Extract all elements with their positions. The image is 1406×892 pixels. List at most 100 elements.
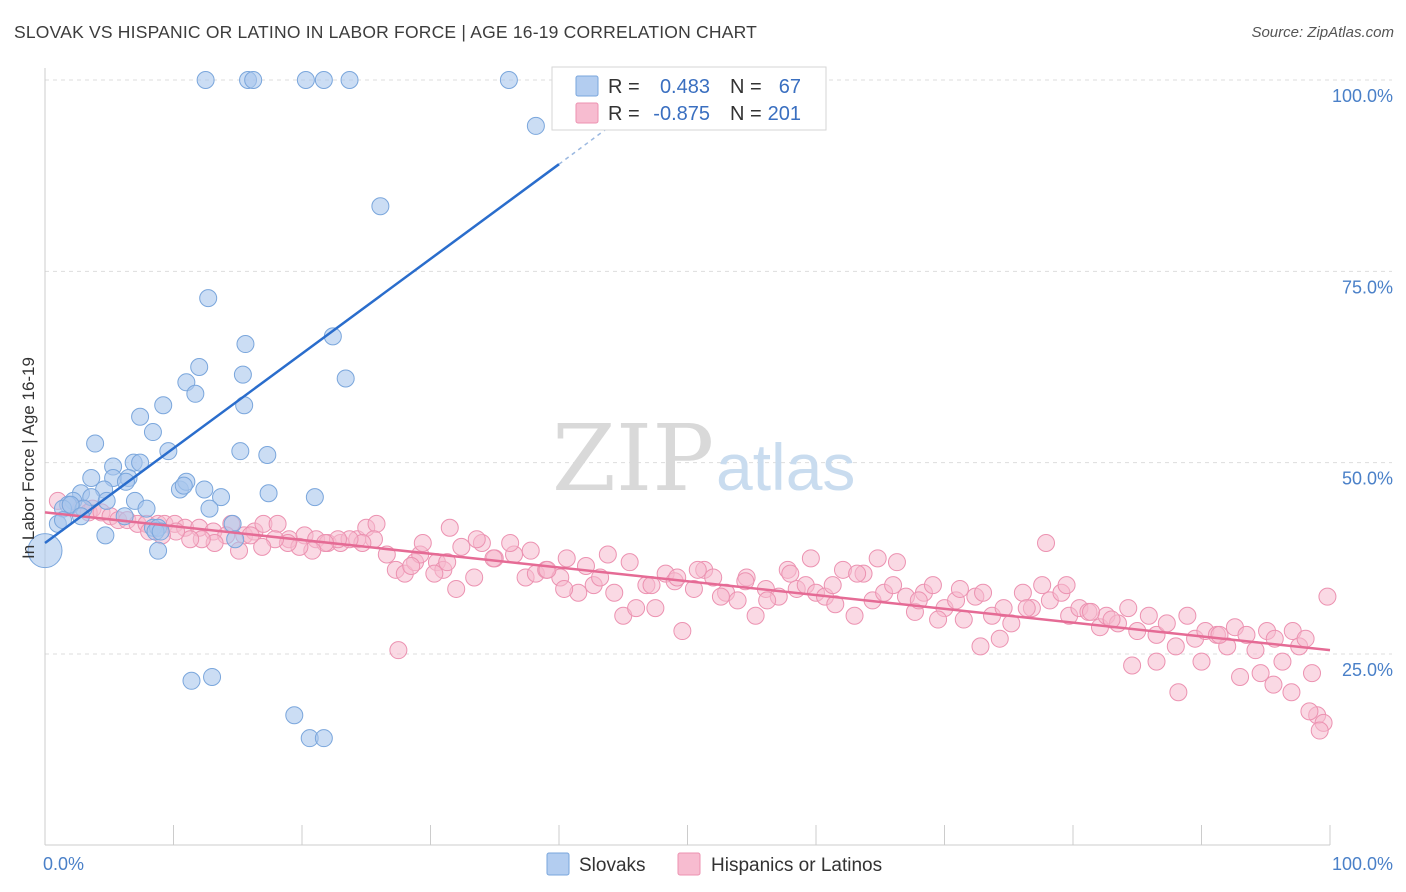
stats-n-value-slovaks: 67 xyxy=(779,76,801,98)
hispanic-point xyxy=(452,537,471,556)
legend-swatch-slovaks xyxy=(546,852,570,876)
hispanic-point xyxy=(1192,652,1211,671)
x-tick-label-0: 0.0% xyxy=(43,854,84,874)
hispanic-point xyxy=(990,629,1009,648)
hispanic-point xyxy=(971,637,990,656)
slovak-point xyxy=(182,671,201,690)
slovak-point xyxy=(131,407,150,426)
watermark-zip: ZIP xyxy=(552,405,714,512)
hispanic-point xyxy=(627,599,646,618)
slovak-point xyxy=(82,468,101,487)
stats-r-label-hispanics: R = xyxy=(608,103,640,125)
stats-swatch-hispanics xyxy=(575,102,599,124)
hispanic-point xyxy=(1169,683,1188,702)
stats-r-value-hispanics: -0.875 xyxy=(653,103,710,125)
slovak-point xyxy=(199,289,218,308)
hispanic-point xyxy=(1300,702,1319,721)
hispanic-point xyxy=(823,576,842,595)
watermark-atlas: atlas xyxy=(716,430,855,504)
hispanic-point xyxy=(598,545,617,564)
hispanic-point xyxy=(884,576,903,595)
slovak-point xyxy=(190,358,209,376)
hispanic-point xyxy=(1157,614,1176,633)
hispanic-point xyxy=(465,568,484,587)
slovak-point xyxy=(154,396,173,415)
hispanic-point xyxy=(711,587,730,606)
slovak-point xyxy=(97,491,116,510)
slovak-point xyxy=(223,514,242,533)
hispanic-point xyxy=(501,534,520,553)
hispanic-point xyxy=(1251,664,1270,683)
slovak-point xyxy=(200,499,219,518)
slovak-point xyxy=(336,369,355,388)
hispanic-point xyxy=(848,564,867,583)
hispanic-point xyxy=(1303,664,1322,683)
hispanic-point xyxy=(1282,683,1301,702)
hispanic-point xyxy=(1033,576,1052,595)
hispanic-point xyxy=(728,591,747,610)
stats-swatch-slovaks xyxy=(575,75,599,97)
hispanic-point xyxy=(668,568,687,587)
slovak-point xyxy=(61,495,80,514)
hispanic-point xyxy=(389,641,408,660)
y-tick-label-1: 50.0% xyxy=(1342,469,1393,489)
slovak-point xyxy=(151,522,170,541)
x-tick-label-1: 100.0% xyxy=(1332,854,1393,874)
x-tick-labels: 0.0% 100.0% xyxy=(43,854,1393,874)
slovak-point xyxy=(499,71,518,89)
slovak-point xyxy=(196,71,215,89)
stats-n-label-hispanics: N = xyxy=(730,103,762,125)
hispanic-point xyxy=(1037,534,1056,553)
stats-r-label-slovaks: R = xyxy=(608,76,640,98)
hispanic-point xyxy=(1273,652,1292,671)
hispanic-point xyxy=(1119,599,1138,618)
slovak-point xyxy=(285,706,304,725)
hispanic-point xyxy=(974,583,993,602)
slovak-point xyxy=(186,384,205,403)
source-label: Source: ZipAtlas.com xyxy=(1251,24,1394,41)
slovak-point xyxy=(27,533,63,569)
slovak-point xyxy=(174,476,193,495)
slovak-trend-line xyxy=(44,163,560,545)
slovak-point xyxy=(371,197,390,216)
legend-label-hispanics: Hispanics or Latinos xyxy=(711,855,882,876)
hispanic-point xyxy=(440,518,459,537)
stats-r-value-slovaks: 0.483 xyxy=(660,76,710,98)
slovak-point xyxy=(236,335,255,354)
hispanic-point xyxy=(253,537,272,556)
slovak-point xyxy=(259,484,278,503)
hispanic-point xyxy=(684,579,703,598)
hispanic-trend-line xyxy=(44,511,1331,652)
slovak-point xyxy=(231,442,250,461)
stats-n-label-slovaks: N = xyxy=(730,76,762,98)
slovak-point xyxy=(195,480,214,499)
chart-title: SLOVAK VS HISPANIC OR LATINO IN LABOR FO… xyxy=(14,22,757,42)
hispanic-point xyxy=(868,549,887,568)
hispanic-point xyxy=(467,530,486,549)
hispanic-point xyxy=(994,599,1013,618)
hispanic-point xyxy=(1296,629,1315,648)
watermark: ZIP atlas xyxy=(552,405,855,512)
y-tick-label-3: 100.0% xyxy=(1332,86,1393,106)
hispanic-point xyxy=(268,514,287,533)
hispanic-point xyxy=(620,553,639,572)
hispanic-point xyxy=(1081,602,1100,621)
slovak-point xyxy=(143,423,162,442)
hispanic-point xyxy=(801,549,820,568)
slovak-point xyxy=(258,446,277,465)
y-tick-label-0: 25.0% xyxy=(1342,660,1393,680)
legend-swatch-hispanics xyxy=(677,852,701,876)
hispanic-point xyxy=(1210,625,1229,644)
y-tick-label-2: 75.0% xyxy=(1342,277,1393,297)
slovak-point xyxy=(212,488,231,507)
axes xyxy=(44,68,1331,846)
slovak-point xyxy=(233,365,252,384)
hispanic-point xyxy=(538,560,557,579)
y-axis-label: In Labor Force | Age 16-19 xyxy=(19,357,38,559)
hispanic-point xyxy=(605,583,624,602)
hispanic-point xyxy=(425,564,444,583)
y-tick-labels: 25.0% 50.0% 75.0% 100.0% xyxy=(1332,86,1393,680)
slovak-point xyxy=(314,729,333,748)
hispanic-point xyxy=(758,591,777,610)
legend-label-slovaks: Slovaks xyxy=(579,855,646,876)
